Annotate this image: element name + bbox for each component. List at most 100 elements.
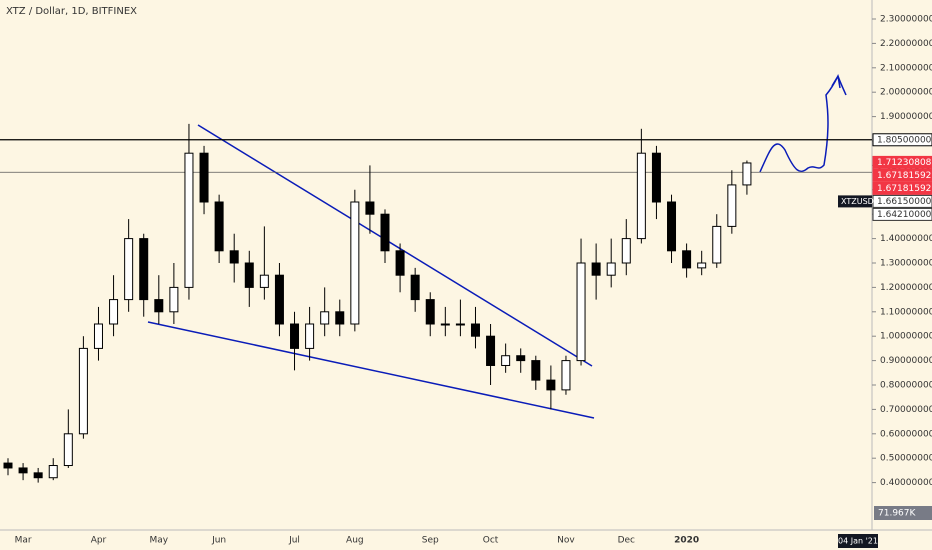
x-tick-label: Jul bbox=[288, 536, 300, 546]
x-tick-label: Nov bbox=[557, 536, 575, 546]
candle-body bbox=[274, 274, 284, 325]
price-label: 1.66150000 bbox=[877, 197, 932, 207]
candle-body bbox=[531, 360, 541, 381]
price-label-box bbox=[872, 207, 932, 221]
volume-label: 71.967K bbox=[878, 509, 916, 519]
candle-body bbox=[606, 262, 616, 276]
candle-body bbox=[184, 152, 194, 288]
x-tick-label: Oct bbox=[483, 536, 499, 546]
y-tick-label: 0.50000000 bbox=[880, 454, 932, 464]
candle-body bbox=[290, 323, 300, 349]
trend-line bbox=[197, 124, 593, 367]
chart-title: XTZ / Dollar, 1D, BITFINEX bbox=[6, 6, 137, 17]
candle-body bbox=[621, 238, 631, 264]
y-tick-label: 1.90000000 bbox=[880, 112, 932, 122]
candle-body bbox=[350, 201, 360, 325]
price-label-box bbox=[872, 194, 932, 208]
candle-body bbox=[455, 323, 465, 326]
y-tick-label: 0.90000000 bbox=[880, 356, 932, 366]
candle-body bbox=[591, 262, 601, 276]
y-tick-label: 0.80000000 bbox=[880, 381, 932, 391]
price-label: 1.67181592 bbox=[877, 184, 931, 194]
candle-body bbox=[712, 225, 722, 264]
candle-body bbox=[109, 299, 119, 325]
candle-body bbox=[470, 323, 480, 337]
y-tick-label: 1.10000000 bbox=[880, 307, 932, 317]
candle-body bbox=[561, 360, 571, 391]
candle-body bbox=[18, 467, 28, 474]
x-tick-label: Sep bbox=[422, 536, 439, 546]
y-tick-label: 2.10000000 bbox=[880, 63, 932, 73]
crosshair-label: 04 Jan '21 bbox=[838, 537, 878, 546]
y-tick-label: 2.00000000 bbox=[880, 88, 932, 98]
price-label-box bbox=[872, 181, 932, 195]
candle-body bbox=[124, 238, 134, 301]
drawings bbox=[147, 74, 847, 419]
price-label: 1.64210000 bbox=[877, 210, 932, 220]
candle-body bbox=[169, 286, 179, 313]
y-tick-label: 1.40000000 bbox=[880, 234, 932, 244]
candle-body bbox=[335, 311, 345, 325]
x-tick-label: Dec bbox=[618, 536, 635, 546]
crosshair-label-box bbox=[838, 534, 878, 548]
candle-body bbox=[501, 355, 511, 366]
candle-body bbox=[742, 162, 752, 186]
projection-path bbox=[759, 74, 847, 173]
x-tick-label: Apr bbox=[91, 536, 107, 546]
candle-body bbox=[33, 472, 43, 479]
price-label-box bbox=[872, 168, 932, 182]
candle-body bbox=[63, 433, 73, 467]
candle-body bbox=[320, 311, 330, 325]
y-tick-label: 2.30000000 bbox=[880, 15, 932, 25]
symbol-label: XTZUSD bbox=[841, 197, 874, 206]
x-tick-label: 2020 bbox=[674, 536, 699, 546]
level-label: 1.80500000 bbox=[877, 135, 932, 145]
price-label: 1.71230808 bbox=[877, 158, 932, 168]
candle-body bbox=[214, 201, 224, 252]
candle-body bbox=[229, 250, 239, 264]
candle-body bbox=[486, 335, 496, 366]
x-tick-label: May bbox=[149, 536, 168, 546]
x-tick-label: Jun bbox=[211, 536, 226, 546]
candle-body bbox=[139, 238, 149, 301]
candle-body bbox=[425, 299, 435, 325]
candle-body bbox=[154, 299, 164, 313]
volume-label-box bbox=[874, 506, 932, 520]
x-tick-label: Mar bbox=[15, 536, 32, 546]
y-tick-label: 1.00000000 bbox=[880, 332, 932, 342]
candle-body bbox=[576, 262, 586, 362]
candle-body bbox=[395, 250, 405, 276]
symbol-label-box bbox=[838, 195, 872, 208]
y-tick-label: 0.60000000 bbox=[880, 429, 932, 439]
candle-body bbox=[667, 201, 677, 252]
trend-line bbox=[147, 321, 595, 419]
price-label: 1.67181592 bbox=[877, 171, 931, 181]
y-tick-label: 2.20000000 bbox=[880, 39, 932, 49]
candle-body bbox=[380, 213, 390, 252]
candle-body bbox=[305, 323, 315, 349]
candle-body bbox=[3, 462, 13, 469]
candle-body bbox=[93, 323, 103, 349]
candle-body bbox=[727, 184, 737, 227]
candle-body bbox=[78, 347, 88, 435]
candle-body bbox=[440, 323, 450, 326]
candle-body bbox=[244, 262, 254, 288]
candle-body bbox=[651, 152, 661, 203]
candle-body bbox=[682, 250, 692, 269]
candle-body bbox=[697, 262, 707, 269]
y-tick-label: 1.20000000 bbox=[880, 283, 932, 293]
candle-body bbox=[636, 152, 646, 240]
candle-body bbox=[516, 355, 526, 362]
candle-body bbox=[48, 465, 58, 479]
y-tick-label: 0.70000000 bbox=[880, 405, 932, 415]
y-tick-label: 1.30000000 bbox=[880, 259, 932, 269]
candle-body bbox=[365, 201, 375, 215]
candle-body bbox=[410, 274, 420, 301]
candle-body bbox=[259, 274, 269, 288]
candle-body bbox=[199, 152, 209, 203]
price-label-box bbox=[872, 155, 932, 169]
x-tick-label: Aug bbox=[346, 536, 364, 546]
level-label-box bbox=[872, 133, 932, 147]
